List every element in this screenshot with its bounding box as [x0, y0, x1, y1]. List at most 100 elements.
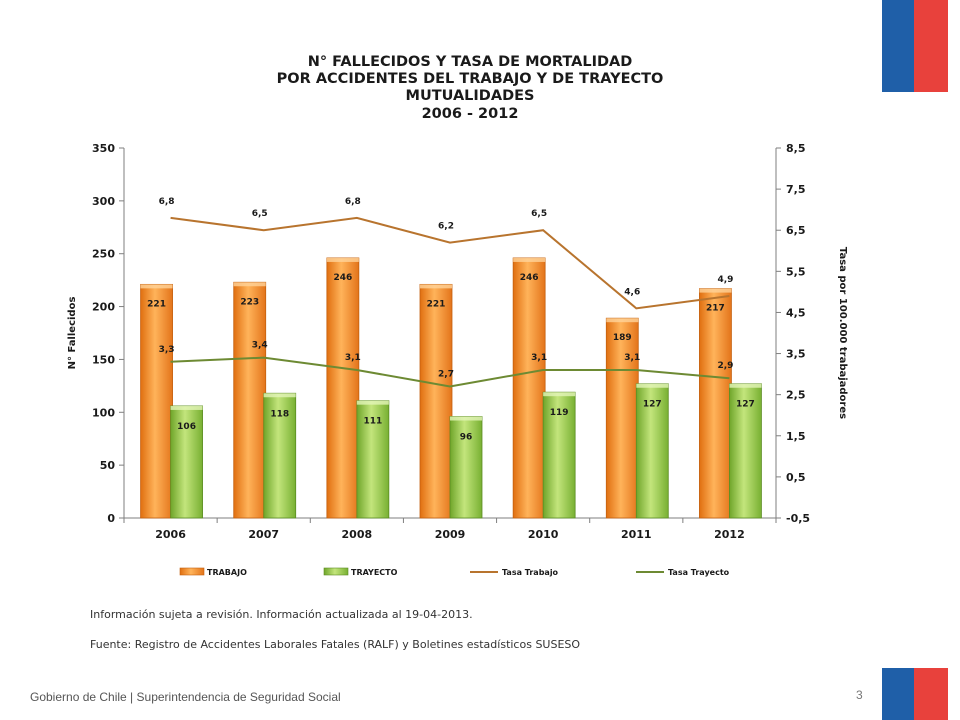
tasa-trayecto-label: 2,9 — [717, 361, 733, 371]
tasa-trayecto-label: 3,1 — [531, 353, 547, 363]
bar-trayecto-cap — [356, 400, 389, 405]
y2-tick-label: 6,5 — [786, 224, 806, 237]
tasa-trabajo-label: 6,2 — [438, 222, 454, 232]
flag-red-stripe — [914, 668, 948, 720]
bar-trayecto-cap — [450, 416, 482, 421]
y-tick-label: 150 — [92, 353, 115, 366]
bar-trayecto-label: 96 — [460, 433, 473, 443]
bar-trayecto-label: 118 — [270, 409, 289, 419]
bar-trabajo-label: 246 — [520, 273, 539, 283]
chart-title-line-1: N° FALLECIDOS Y TASA DE MORTALIDAD — [307, 54, 633, 70]
footer-text: Gobierno de Chile | Superintendencia de … — [30, 690, 341, 704]
bar-trabajo-cap — [140, 284, 173, 289]
bar-trayecto-label: 119 — [550, 408, 569, 418]
bar-trayecto-label: 111 — [363, 417, 382, 427]
y2-tick-label: -0,5 — [786, 512, 810, 525]
tasa-trayecto-label: 3,3 — [159, 345, 175, 355]
bar-trabajo-cap — [699, 288, 732, 293]
x-tick-label: 2007 — [248, 528, 279, 541]
y2-tick-label: 8,5 — [786, 142, 806, 155]
bar-trayecto-cap — [543, 392, 576, 397]
y2-tick-label: 7,5 — [786, 183, 806, 196]
bar-trabajo — [140, 283, 173, 519]
y-tick-label: 300 — [92, 195, 115, 208]
y2-tick-label: 5,5 — [786, 265, 806, 278]
chile-flag-top — [882, 0, 948, 92]
bar-trayecto-cap — [636, 383, 669, 388]
bar-trabajo — [233, 281, 267, 519]
bar-trabajo-label: 246 — [333, 273, 352, 283]
tasa-trabajo-label: 6,5 — [531, 209, 547, 219]
x-tick-label: 2009 — [435, 528, 466, 541]
chart-title-line-4: 2006 - 2012 — [421, 106, 519, 122]
x-tick-label: 2010 — [528, 528, 559, 541]
legend-trayecto-label: TRAYECTO — [351, 568, 398, 577]
tasa-trabajo-label: 4,9 — [717, 275, 733, 285]
page-number: 3 — [856, 688, 863, 702]
tasa-trayecto-label: 3,4 — [252, 341, 268, 351]
bar-trayecto-cap — [729, 383, 762, 388]
flag-red-stripe — [914, 0, 948, 92]
bar-trayecto-label: 127 — [643, 400, 662, 410]
bar-trabajo-label: 217 — [706, 304, 725, 314]
bar-trabajo-cap — [513, 257, 546, 262]
y-tick-label: 250 — [92, 248, 115, 261]
chile-flag-bottom — [882, 668, 948, 720]
y2-tick-label: 4,5 — [786, 306, 806, 319]
legend-tasa-trabajo-label: Tasa Trabajo — [502, 568, 559, 577]
revision-note: Información sujeta a revisión. Informaci… — [90, 608, 473, 621]
x-tick-label: 2012 — [714, 528, 745, 541]
bar-trabajo-cap — [233, 282, 266, 287]
bar-trayecto — [449, 416, 483, 519]
bar-trabajo — [699, 288, 732, 519]
chart-title-line-3: MUTUALIDADES — [405, 88, 535, 104]
y-axis-title: N° Fallecidos — [67, 297, 78, 370]
flag-blue-stripe — [882, 668, 914, 720]
bar-trayecto — [635, 383, 669, 519]
bar-trayecto-label: 127 — [736, 400, 755, 410]
bar-trayecto — [542, 391, 576, 519]
tasa-trabajo-label: 4,6 — [624, 287, 640, 297]
y2-tick-label: 0,5 — [786, 471, 806, 484]
bar-trabajo — [326, 257, 360, 519]
bar-trabajo-cap — [326, 257, 359, 262]
bar-trabajo-label: 223 — [240, 297, 259, 307]
y2-tick-label: 2,5 — [786, 389, 806, 402]
y-tick-label: 100 — [92, 406, 115, 419]
tasa-trabajo-label: 6,8 — [345, 197, 361, 207]
tasa-trayecto-label: 2,7 — [438, 369, 454, 379]
bar-trabajo-label: 189 — [613, 333, 632, 343]
y2-tick-label: 1,5 — [786, 430, 806, 443]
bar-trayecto-label: 106 — [177, 422, 196, 432]
bar-trayecto — [356, 400, 390, 519]
legend-tasa-trayecto-label: Tasa Trayecto — [668, 568, 730, 577]
bar-trayecto-cap — [263, 393, 296, 398]
tasa-trayecto-label: 3,1 — [345, 353, 361, 363]
chart-title-line-2: POR ACCIDENTES DEL TRABAJO Y DE TRAYECTO — [276, 71, 664, 87]
bar-trabajo-cap — [420, 284, 452, 289]
tasa-trabajo-label: 6,8 — [159, 197, 175, 207]
bar-trabajo-label: 221 — [427, 299, 446, 309]
tasa-trabajo-line — [170, 216, 730, 310]
bar-trayecto — [263, 392, 297, 519]
legend-trayecto-swatch — [323, 567, 349, 576]
flag-blue-stripe — [882, 0, 914, 92]
tasa-trabajo-label: 6,5 — [252, 209, 268, 219]
tasa-trayecto-label: 3,1 — [624, 353, 640, 363]
bar-trabajo-cap — [606, 318, 639, 323]
bar-trabajo-label: 221 — [147, 299, 166, 309]
x-tick-label: 2008 — [342, 528, 373, 541]
y2-axis-title: Tasa por 100.000 trabajadores — [837, 247, 848, 419]
tasa-trayecto-line — [170, 356, 730, 388]
legend-trabajo-swatch — [179, 567, 205, 576]
y-tick-label: 200 — [92, 301, 115, 314]
bar-trayecto-cap — [170, 405, 203, 410]
x-tick-label: 2011 — [621, 528, 652, 541]
y-tick-label: 0 — [107, 512, 115, 525]
bar-trayecto — [170, 405, 203, 519]
legend-trabajo-label: TRABAJO — [207, 568, 247, 577]
bar-trabajo — [419, 283, 453, 519]
y2-tick-label: 3,5 — [786, 348, 806, 361]
bar-trabajo — [605, 317, 639, 519]
